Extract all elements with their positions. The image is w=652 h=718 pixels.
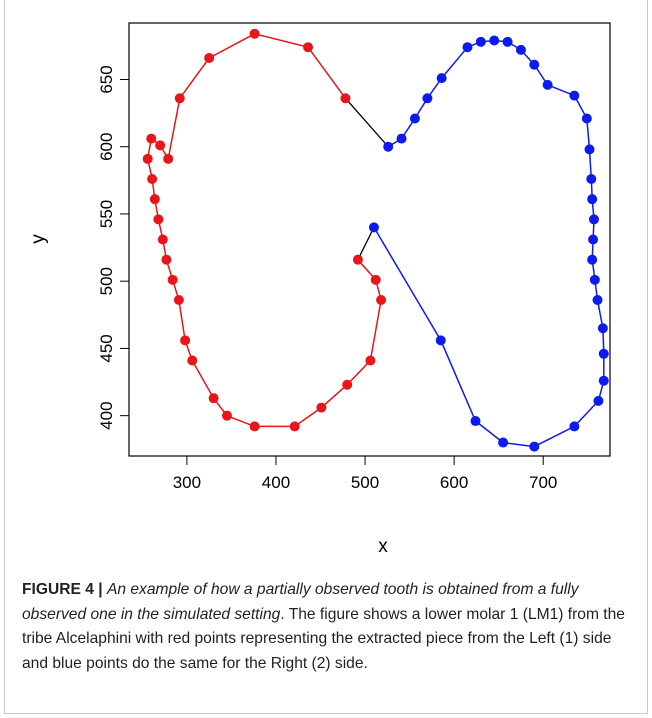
data-point (422, 93, 433, 104)
data-point (396, 133, 407, 144)
data-point (303, 42, 314, 53)
data-point (470, 416, 481, 427)
data-point (204, 52, 215, 63)
caption-label: FIGURE 4 | (22, 581, 103, 598)
data-point (589, 274, 600, 285)
x-tick-label: 300 (173, 473, 201, 492)
series-line (373, 39, 605, 448)
data-point (586, 173, 597, 184)
connector-lines (344, 97, 389, 260)
y-tick-label: 550 (97, 200, 116, 228)
data-point (368, 222, 379, 233)
data-point (584, 144, 595, 155)
data-point (502, 36, 513, 47)
y-axis: 400 450 500 550 600 650 (97, 65, 130, 430)
caption-italic-text: An example of how a partially observed t… (22, 581, 579, 623)
scatter-plot: 300 400 500 600 700 400 450 500 550 600 650 x y (28, 22, 611, 557)
data-point (598, 375, 609, 386)
plot-box (128, 22, 611, 457)
data-point (342, 379, 353, 390)
data-point (515, 44, 526, 55)
y-tick-label: 450 (97, 334, 116, 362)
data-point (588, 234, 599, 245)
data-point (173, 295, 184, 306)
data-point (146, 133, 157, 144)
data-point (142, 153, 153, 164)
data-point (587, 254, 598, 265)
data-point (147, 173, 158, 184)
y-tick-label: 500 (97, 267, 116, 295)
data-point (436, 73, 447, 84)
data-point (587, 194, 598, 205)
data-point (581, 113, 592, 124)
data-point (498, 437, 509, 448)
data-point (187, 355, 198, 366)
data-point (592, 295, 603, 306)
data-point (370, 274, 381, 285)
x-axis-label: x (378, 536, 388, 557)
data-point (157, 234, 168, 245)
data-point (588, 214, 599, 225)
data-point (475, 36, 486, 47)
data-point (365, 355, 376, 366)
series-line (146, 33, 382, 428)
data-point (569, 421, 580, 432)
data-point (289, 421, 300, 432)
data-point (489, 35, 500, 46)
connector-line (344, 97, 389, 148)
data-point (249, 421, 260, 432)
figure-frame (4, 0, 648, 714)
data-point (376, 295, 387, 306)
connector-line (357, 227, 375, 260)
data-point (221, 410, 232, 421)
figure-caption: FIGURE 4 | An example of how a partially… (22, 578, 628, 676)
data-point (383, 141, 394, 152)
data-point (409, 113, 420, 124)
data-point (180, 335, 191, 346)
caption-body-text: . The figure shows a lower molar 1 (LM1)… (22, 605, 625, 672)
x-tick-label: 400 (262, 473, 290, 492)
data-point (462, 42, 473, 53)
data-point (542, 79, 553, 90)
data-point (340, 93, 351, 104)
x-tick-label: 700 (529, 473, 557, 492)
x-tick-label: 500 (351, 473, 379, 492)
data-point (316, 402, 327, 413)
series-group (142, 28, 609, 452)
data-point (174, 93, 185, 104)
series-1 (142, 28, 387, 432)
data-point (529, 59, 540, 70)
data-point (435, 335, 446, 346)
y-axis-label: y (28, 234, 49, 244)
x-axis: 300 400 500 600 700 (173, 455, 557, 492)
data-point (149, 194, 160, 205)
data-point (569, 90, 580, 101)
data-point (593, 395, 604, 406)
data-point (208, 393, 219, 404)
data-point (161, 254, 172, 265)
y-tick-label: 600 (97, 133, 116, 161)
x-tick-label: 600 (440, 473, 468, 492)
y-tick-label: 400 (97, 401, 116, 429)
data-point (155, 140, 166, 151)
data-point (597, 323, 608, 334)
y-tick-label: 650 (97, 65, 116, 93)
data-point (249, 28, 260, 39)
data-point (598, 348, 609, 359)
data-point (167, 274, 178, 285)
data-point (163, 153, 174, 164)
data-point (529, 441, 540, 452)
data-point (153, 214, 164, 225)
data-point (352, 254, 363, 265)
series-2 (368, 35, 609, 452)
